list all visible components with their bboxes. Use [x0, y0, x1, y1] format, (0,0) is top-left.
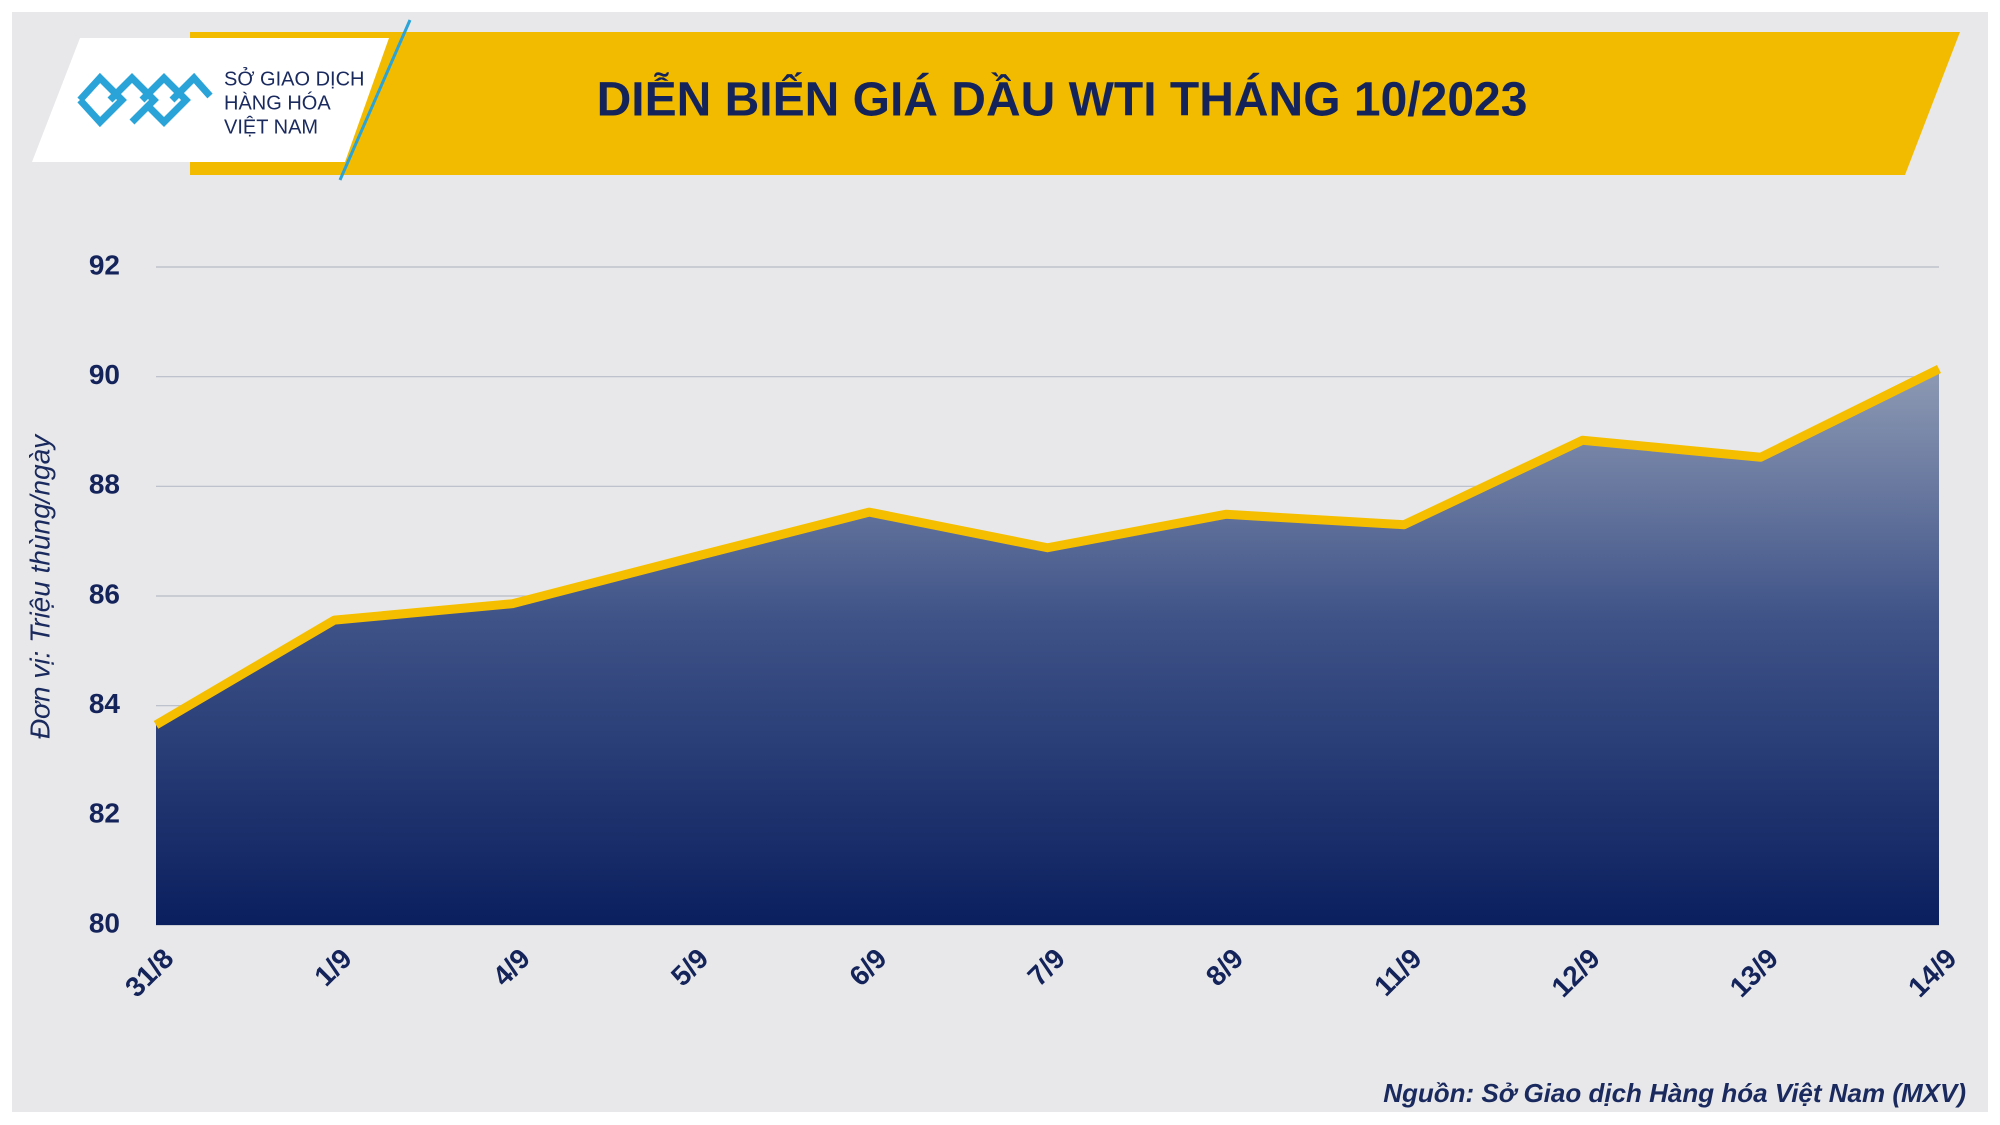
area — [156, 368, 1939, 925]
logo-icon — [77, 72, 213, 128]
logo-text: HÀNG HÓA — [224, 91, 331, 114]
y-axis-label: Đơn vị: Triệu thùng/ngày — [24, 433, 55, 739]
y-tick-label: 88 — [89, 469, 120, 500]
y-tick-label: 86 — [89, 578, 120, 609]
line — [153, 364, 1941, 729]
y-tick-label: 90 — [89, 359, 120, 390]
source-note: Nguồn: Sở Giao dịch Hàng hóa Việt Nam (M… — [1383, 1078, 1966, 1108]
accent-line — [338, 19, 412, 181]
chart-title: DIỄN BIẾN GIÁ DẦU WTI THÁNG 10/2023 — [597, 73, 1528, 127]
y-tick-label: 82 — [89, 798, 120, 829]
y-tick-label: 84 — [89, 688, 121, 719]
y-tick-label: 92 — [89, 249, 120, 280]
logo-box — [32, 38, 389, 162]
y-tick-label: 80 — [89, 907, 120, 938]
logo-text: VIỆT NAM — [224, 115, 318, 138]
title-banner — [190, 32, 1960, 175]
logo-text: SỞ GIAO DỊCH — [224, 66, 365, 90]
